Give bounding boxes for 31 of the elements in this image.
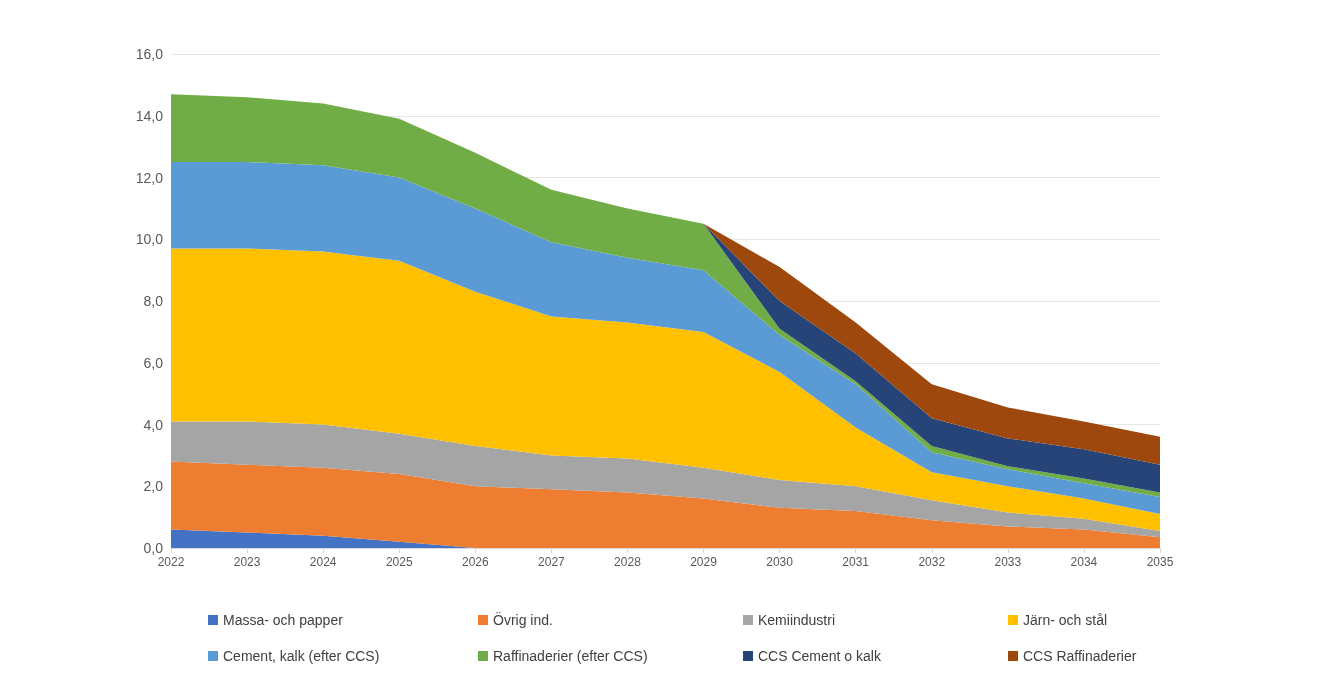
x-tick-label: 2026 bbox=[461, 555, 489, 569]
y-tick-label: 14,0 bbox=[135, 107, 164, 124]
x-tick-label: 2022 bbox=[157, 555, 185, 569]
y-tick-label: 12,0 bbox=[135, 169, 164, 186]
x-tick-label: 2033 bbox=[994, 555, 1022, 569]
x-tick-label: 2027 bbox=[538, 555, 566, 569]
x-tick-label: 2024 bbox=[309, 555, 337, 569]
y-tick-label: 10,0 bbox=[135, 231, 164, 248]
x-tick-label: 2030 bbox=[766, 555, 794, 569]
x-tick-label: 2025 bbox=[385, 555, 413, 569]
y-tick-label: 0,0 bbox=[143, 540, 164, 556]
y-tick-label: 2,0 bbox=[143, 478, 164, 495]
x-tick-label: 2035 bbox=[1146, 555, 1174, 569]
x-tick-label: 2023 bbox=[233, 555, 261, 569]
legend-label: CCS Cement o kalk bbox=[758, 648, 882, 664]
y-tick-label: 6,0 bbox=[143, 354, 164, 371]
x-tick-label: 2032 bbox=[918, 555, 946, 569]
y-tick-label: 4,0 bbox=[143, 416, 164, 433]
legend-label: Massa- och papper bbox=[223, 612, 344, 628]
x-tick-label: 2034 bbox=[1070, 555, 1098, 569]
legend-label: Järn- och stål bbox=[1023, 612, 1108, 628]
legend-label: Kemiindustri bbox=[758, 612, 836, 628]
x-tick-label: 2028 bbox=[614, 555, 642, 569]
legend-label: Cement, kalk (efter CCS) bbox=[223, 648, 380, 664]
legend-label: Raffinaderier (efter CCS) bbox=[493, 648, 648, 664]
y-tick-label: 16,0 bbox=[135, 46, 164, 62]
x-tick-label: 2031 bbox=[842, 555, 870, 569]
legend-label: Övrig ind. bbox=[493, 611, 553, 628]
legend-label: CCS Raffinaderier bbox=[1023, 648, 1137, 664]
x-tick-label: 2029 bbox=[690, 555, 718, 569]
y-tick-label: 8,0 bbox=[143, 293, 164, 309]
